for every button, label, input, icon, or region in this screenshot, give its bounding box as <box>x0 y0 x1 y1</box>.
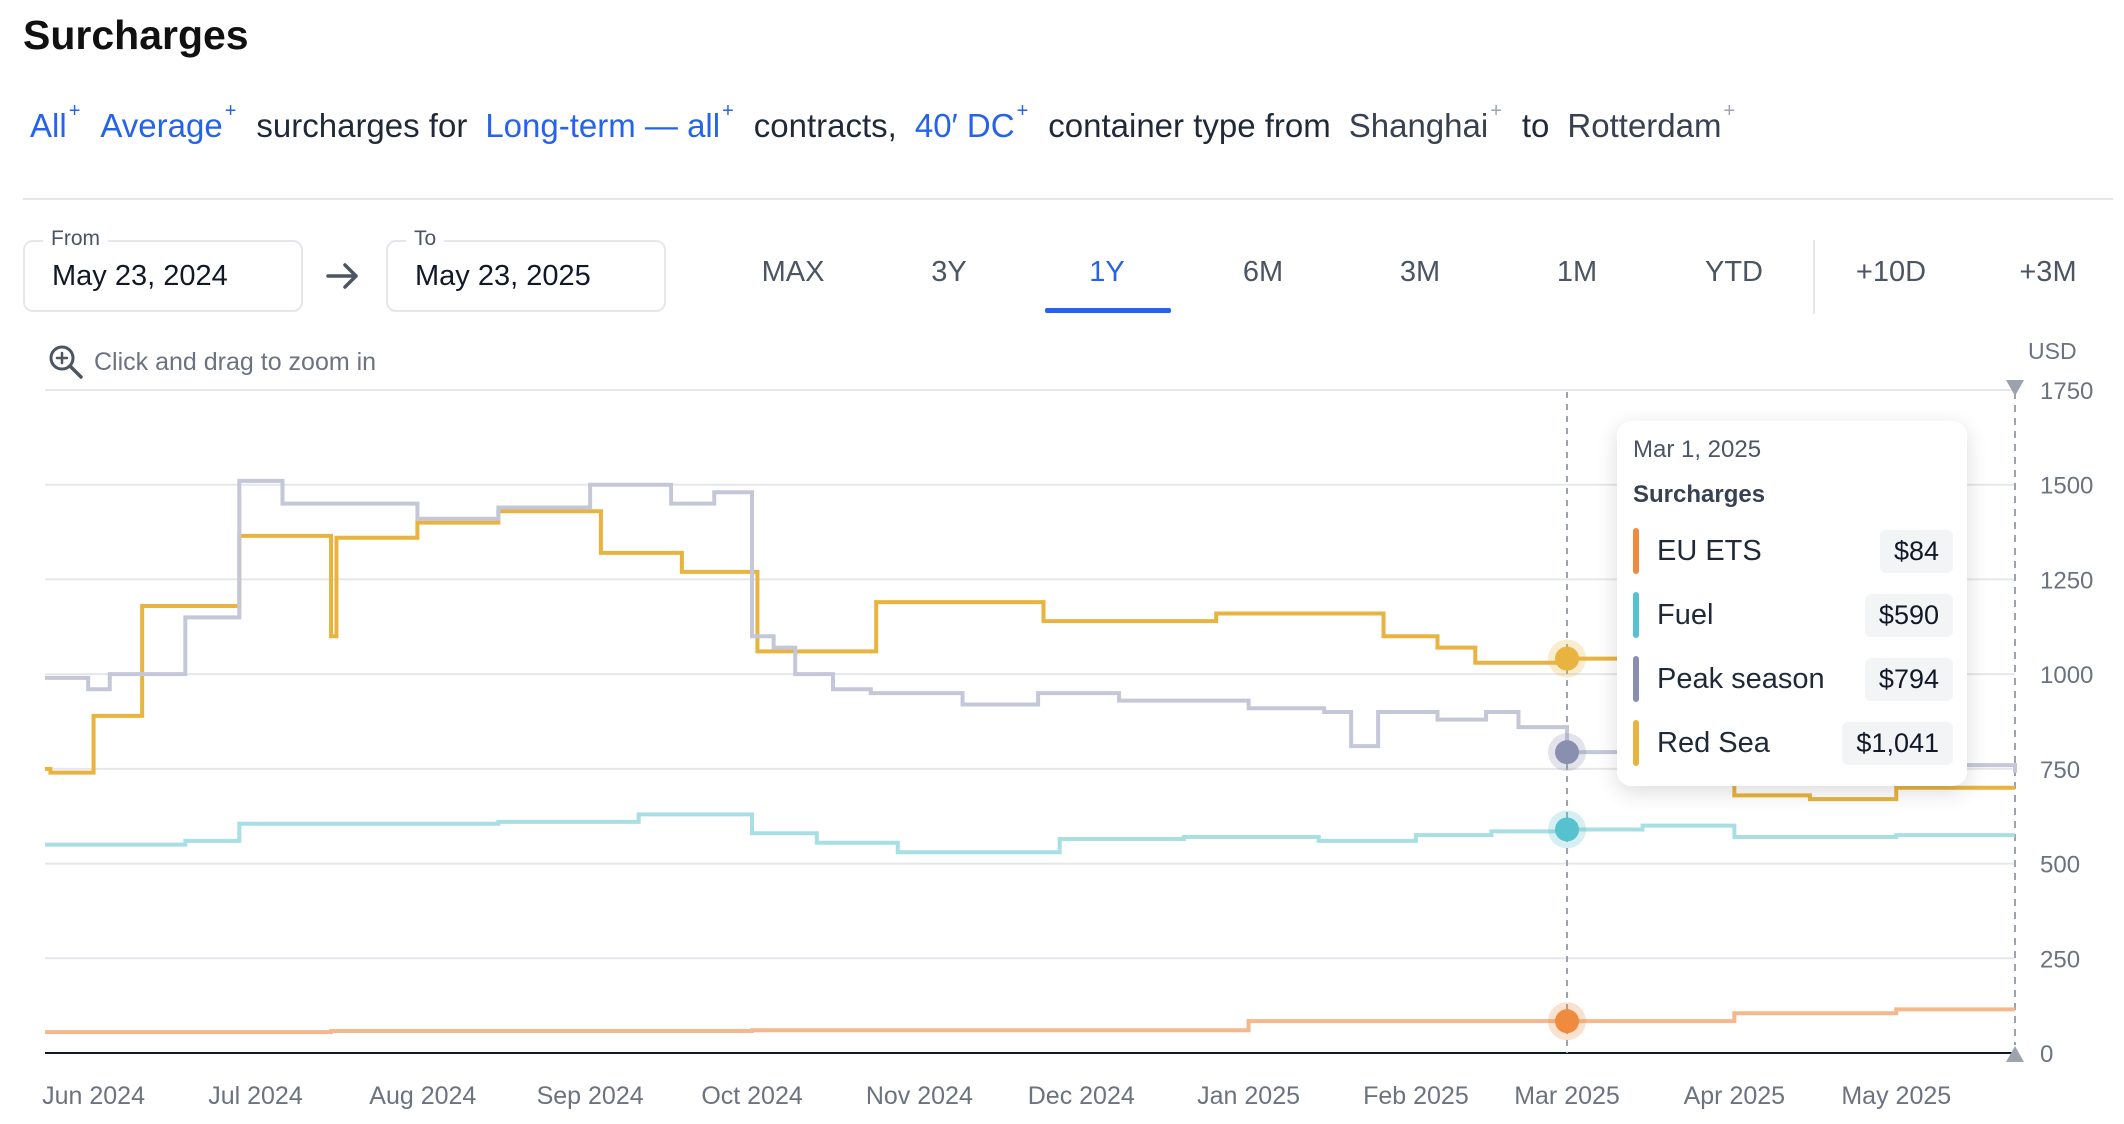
eu-ets-swatch <box>1633 528 1639 574</box>
to-date-label: To <box>406 227 445 251</box>
filter-value: Shanghai <box>1348 107 1489 144</box>
range-button-max[interactable]: MAX <box>761 256 825 288</box>
y-tick-label: 250 <box>2040 946 2080 973</box>
peak-season-swatch <box>1633 656 1639 702</box>
tooltip-series-name: Red Sea <box>1657 726 1770 759</box>
hover-point-red-sea <box>1555 646 1580 671</box>
page-title: Surcharges <box>23 12 249 58</box>
x-tick-label: Aug 2024 <box>369 1082 476 1110</box>
range-button-ytd[interactable]: YTD <box>1705 256 1763 288</box>
range-button-plus-10d[interactable]: +10D <box>1855 256 1927 288</box>
tooltip-date: Mar 1, 2025 <box>1633 436 1762 463</box>
filter-value: 40′ DC <box>914 107 1015 144</box>
filter-selector[interactable]: Rotterdam + <box>1567 101 1735 145</box>
range-button-plus-3m[interactable]: +3M <box>2019 256 2077 288</box>
filter-value: Rotterdam <box>1567 107 1722 144</box>
header-divider <box>23 198 2113 200</box>
y-tick-label: 500 <box>2040 852 2080 879</box>
hover-point-fuel <box>1555 817 1580 842</box>
filter-text: container type from <box>1048 107 1331 144</box>
tooltip-heading: Surcharges <box>1633 481 1766 508</box>
tooltip-series-value: $84 <box>1879 529 1953 573</box>
range-active-indicator <box>1045 308 1171 313</box>
y-tick-label: 1000 <box>2040 662 2093 689</box>
tooltip-row-red-sea: Red Sea $1,041 <box>1633 719 1953 767</box>
tooltip-series-value: $590 <box>1864 593 1953 637</box>
y-tick-label: 1500 <box>2040 473 2093 500</box>
filter-value: Average <box>100 107 223 144</box>
range-button-3y[interactable]: 3Y <box>931 256 967 288</box>
x-tick-label: Dec 2024 <box>1028 1082 1135 1110</box>
from-date-value[interactable]: May 23, 2024 <box>52 260 228 292</box>
filter-selector[interactable]: Shanghai + <box>1348 101 1502 145</box>
plus-icon: + <box>1723 100 1736 122</box>
filter-sentence: All + Average + surcharges for Long-term — al… <box>30 101 1755 145</box>
fuel-swatch <box>1633 592 1639 638</box>
from-date-field[interactable]: From May 23, 2024 <box>23 227 303 312</box>
x-tick-label: Sep 2024 <box>537 1082 644 1110</box>
x-tick-label: Oct 2024 <box>701 1082 803 1110</box>
filter-text: to <box>1521 107 1550 144</box>
hover-point-peak-season <box>1555 740 1580 765</box>
to-date-field[interactable]: To May 23, 2025 <box>386 227 666 312</box>
from-date-label: From <box>43 227 108 251</box>
to-date-value[interactable]: May 23, 2025 <box>415 260 591 292</box>
filter-selector[interactable]: 40′ DC + <box>914 101 1028 145</box>
range-end-bottom-handle-icon <box>2006 1046 2024 1062</box>
tooltip-row-peak-season: Peak season $794 <box>1633 655 1953 703</box>
y-tick-label: 0 <box>2040 1041 2053 1068</box>
filter-selector[interactable]: All + <box>30 101 80 145</box>
range-button-1y[interactable]: 1Y <box>1089 256 1125 288</box>
x-tick-label: May 2025 <box>1841 1082 1951 1110</box>
range-end-top-handle-icon <box>2006 380 2024 396</box>
zoom-hint-text: Click and drag to zoom in <box>94 347 377 376</box>
x-tick-label: Apr 2025 <box>1684 1082 1785 1110</box>
y-tick-label: 750 <box>2040 757 2080 784</box>
filter-value: All <box>30 107 67 144</box>
filter-value: Long-term — all <box>485 107 721 144</box>
series-line-eu-ets <box>45 1007 2015 1035</box>
plus-icon: + <box>1490 100 1502 122</box>
range-button-1m[interactable]: 1M <box>1556 256 1598 288</box>
tooltip-series-value: $794 <box>1864 657 1953 701</box>
tooltip-row-eu-ets: EU ETS $84 <box>1633 527 1953 575</box>
tooltip-series-name: Fuel <box>1657 598 1714 631</box>
range-button-3m[interactable]: 3M <box>1399 256 1441 288</box>
zoom-in-icon <box>49 345 83 379</box>
chart-tooltip: Mar 1, 2025 Surcharges EU ETS $84 Fuel $… <box>1617 421 1967 786</box>
series-line-fuel <box>45 812 2015 855</box>
tooltip-row-fuel: Fuel $590 <box>1633 591 1953 639</box>
x-tick-label: Jul 2024 <box>208 1082 303 1110</box>
hover-point-eu-ets <box>1555 1009 1580 1034</box>
arrow-right-icon <box>326 263 358 289</box>
x-tick-label: Mar 2025 <box>1514 1082 1620 1110</box>
x-tick-label: Nov 2024 <box>866 1082 973 1110</box>
y-tick-label: 1250 <box>2040 567 2093 594</box>
x-tick-label: Jan 2025 <box>1197 1082 1300 1110</box>
filter-selector[interactable]: Average + <box>100 101 236 145</box>
x-tick-label: Jun 2024 <box>42 1082 145 1110</box>
range-separator <box>1813 240 1815 314</box>
tooltip-series-name: EU ETS <box>1657 534 1762 567</box>
plus-icon: + <box>224 100 237 122</box>
filter-selector[interactable]: Long-term — all + <box>485 101 733 145</box>
plus-icon: + <box>722 100 734 122</box>
filter-text: contracts, <box>753 107 897 144</box>
y-axis-label: USD <box>2028 338 2077 364</box>
range-button-6m[interactable]: 6M <box>1242 256 1284 288</box>
y-tick-label: 1750 <box>2040 378 2093 405</box>
zoom-hint: Click and drag to zoom in <box>48 344 376 380</box>
series-line-peak-season <box>45 478 2017 773</box>
tooltip-series-name: Peak season <box>1657 662 1825 695</box>
plus-icon: + <box>68 100 81 122</box>
red-sea-swatch <box>1633 720 1639 766</box>
filter-text: surcharges for <box>256 107 468 144</box>
plus-icon: + <box>1016 100 1029 122</box>
tooltip-series-value: $1,041 <box>1842 721 1953 765</box>
x-tick-label: Feb 2025 <box>1363 1082 1469 1110</box>
